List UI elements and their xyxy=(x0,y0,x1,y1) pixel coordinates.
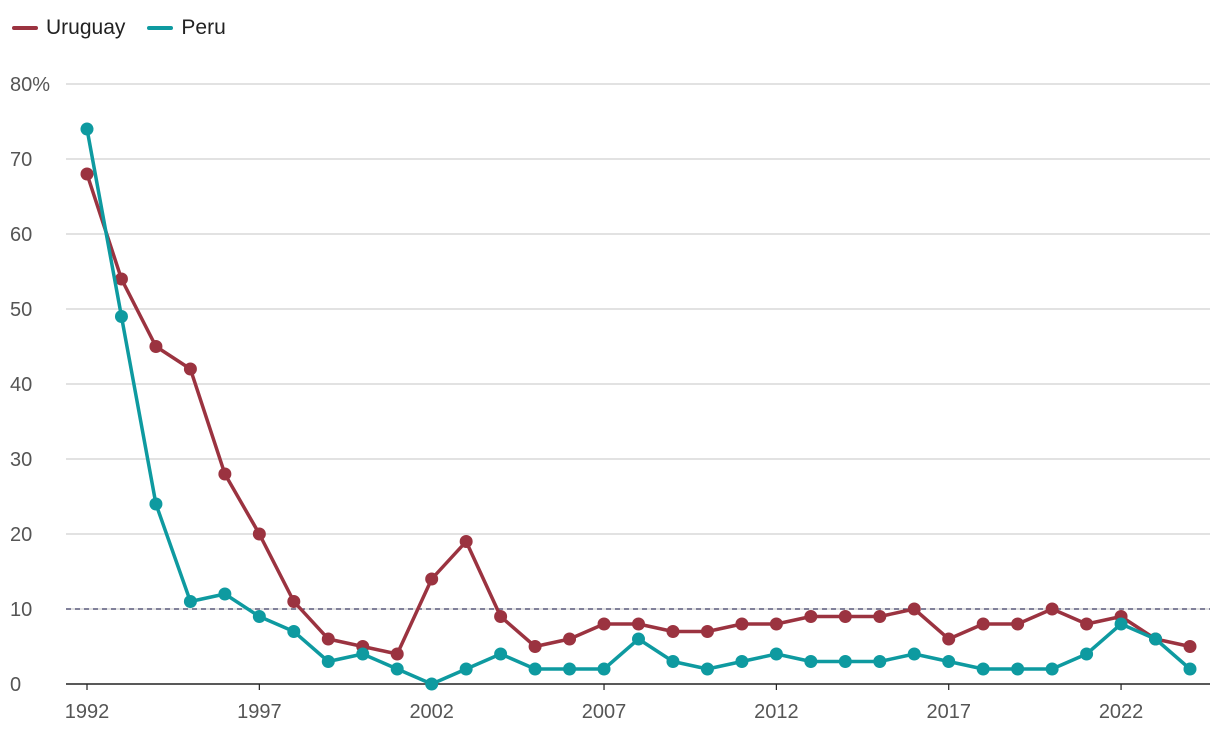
data-point-peru xyxy=(528,662,542,676)
data-point-uruguay xyxy=(252,527,266,541)
data-point-uruguay xyxy=(804,610,818,623)
data-point-peru xyxy=(1183,662,1197,676)
data-point-peru xyxy=(252,610,266,623)
data-point-uruguay xyxy=(666,625,680,638)
data-point-uruguay xyxy=(769,617,783,631)
legend-item-uruguay: Uruguay xyxy=(12,16,125,40)
y-tick-label: 70 xyxy=(10,149,32,171)
y-tick-label: 0 xyxy=(10,674,21,696)
data-point-peru xyxy=(1114,617,1128,631)
x-tick-label: 1997 xyxy=(237,701,282,723)
data-point-peru xyxy=(218,587,232,601)
data-point-uruguay xyxy=(425,572,439,586)
data-point-uruguay xyxy=(735,617,749,631)
data-point-uruguay xyxy=(1045,602,1059,616)
data-point-uruguay xyxy=(494,610,508,623)
data-point-peru xyxy=(425,677,439,691)
data-point-uruguay xyxy=(218,467,232,481)
data-point-peru xyxy=(80,122,94,136)
data-point-peru xyxy=(769,647,783,661)
data-point-peru xyxy=(1011,662,1025,676)
data-point-uruguay xyxy=(976,617,990,631)
series-line-peru xyxy=(85,127,1192,686)
data-point-uruguay xyxy=(321,632,335,646)
data-point-peru xyxy=(287,625,301,638)
y-tick-label: 50 xyxy=(10,299,32,321)
data-point-uruguay xyxy=(183,362,197,376)
data-point-uruguay xyxy=(528,640,542,653)
data-point-peru xyxy=(459,662,473,676)
data-point-uruguay xyxy=(114,272,128,286)
x-tick-label: 2022 xyxy=(1099,701,1144,723)
x-tick-label: 2002 xyxy=(409,701,454,723)
x-tick-label: 1992 xyxy=(65,701,110,723)
data-point-peru xyxy=(494,647,508,661)
legend-item-peru: Peru xyxy=(147,16,226,40)
data-point-uruguay xyxy=(632,617,645,631)
data-point-peru xyxy=(321,655,335,668)
data-point-peru xyxy=(1149,632,1163,646)
data-point-peru xyxy=(597,662,611,676)
y-tick-label: 20 xyxy=(10,524,32,546)
y-tick-label: 40 xyxy=(10,374,32,396)
data-point-peru xyxy=(873,655,887,668)
data-point-uruguay xyxy=(563,632,577,646)
legend-label-peru: Peru xyxy=(181,16,226,39)
data-point-uruguay xyxy=(1080,617,1094,631)
data-point-peru xyxy=(356,647,370,661)
data-point-peru xyxy=(563,662,577,676)
data-point-uruguay xyxy=(1011,617,1025,631)
data-point-peru xyxy=(942,655,956,668)
data-point-uruguay xyxy=(942,632,956,646)
data-point-peru xyxy=(838,655,852,668)
legend-swatch-peru xyxy=(147,26,174,30)
data-point-peru xyxy=(1080,647,1094,661)
data-point-uruguay xyxy=(597,617,611,631)
x-tick-label: 2012 xyxy=(754,701,799,723)
data-point-uruguay xyxy=(700,625,714,638)
y-tick-label: 80% xyxy=(10,74,50,96)
data-point-uruguay xyxy=(80,167,94,181)
data-point-uruguay xyxy=(873,610,887,623)
data-point-peru xyxy=(183,595,197,608)
data-point-peru xyxy=(700,662,714,676)
legend-label-uruguay: Uruguay xyxy=(46,16,126,39)
data-point-peru xyxy=(1045,662,1059,676)
data-point-peru xyxy=(907,647,921,661)
y-tick-label: 60 xyxy=(10,224,32,246)
data-point-uruguay xyxy=(287,595,301,608)
legend: Uruguay Peru xyxy=(12,16,226,40)
x-tick-label: 2017 xyxy=(926,701,971,723)
x-tick-label: 2007 xyxy=(582,701,627,723)
y-tick-label: 30 xyxy=(10,449,32,471)
data-point-peru xyxy=(114,310,128,323)
data-point-uruguay xyxy=(459,535,473,548)
data-point-uruguay xyxy=(149,340,163,353)
data-point-uruguay xyxy=(838,610,852,623)
data-point-uruguay xyxy=(1183,640,1197,653)
data-point-peru xyxy=(149,497,163,511)
data-point-peru xyxy=(632,632,645,646)
data-point-peru xyxy=(735,655,749,668)
y-tick-label: 10 xyxy=(10,599,32,621)
series-line-uruguay xyxy=(85,172,1192,656)
data-point-peru xyxy=(390,662,404,676)
data-point-peru xyxy=(804,655,818,668)
data-point-uruguay xyxy=(390,647,404,661)
data-point-uruguay xyxy=(907,602,921,616)
data-point-peru xyxy=(666,655,680,668)
data-point-peru xyxy=(976,662,990,676)
legend-swatch-uruguay xyxy=(12,26,38,30)
